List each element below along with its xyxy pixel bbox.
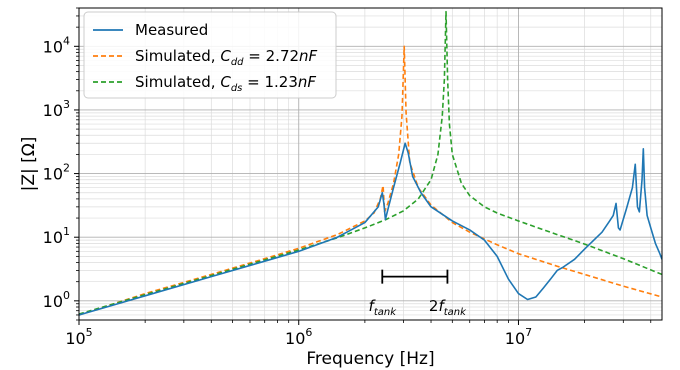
plot-frame xyxy=(78,7,663,321)
legend-label-2: Simulated, Cds = 1.23nF xyxy=(135,73,316,94)
f-tank-label: ftank xyxy=(369,297,398,318)
x-axis-label: Frequency [Hz] xyxy=(306,349,434,369)
y-tick-label: 101 xyxy=(43,225,70,247)
y-axis-label: |Z| [Ω] xyxy=(19,137,39,192)
x-tick-label: 105 xyxy=(65,326,92,348)
legend-box xyxy=(83,11,337,99)
legend: Measured Simulated, Cdd = 2.72nF Simulated… xyxy=(83,11,337,99)
plot-lines xyxy=(79,10,662,316)
x-tick-label: 107 xyxy=(505,326,532,348)
two-f-tank-label: 2ftank xyxy=(429,297,467,318)
series-line-1 xyxy=(79,45,662,316)
frequency-bracket-annotation: ftank 2ftank xyxy=(369,269,467,318)
y-tick-label: 103 xyxy=(43,98,70,120)
y-tick-label: 100 xyxy=(43,289,70,311)
series-line-0 xyxy=(79,142,662,316)
legend-label-1: Simulated, Cdd = 2.72nF xyxy=(135,47,318,68)
axis-ticks: 105 106 107 100 101 102 103 104 xyxy=(43,7,652,348)
legend-label-0: Measured xyxy=(135,21,208,39)
y-tick-label: 102 xyxy=(43,162,70,184)
y-tick-label: 104 xyxy=(43,34,70,56)
x-tick-label: 106 xyxy=(285,326,312,348)
